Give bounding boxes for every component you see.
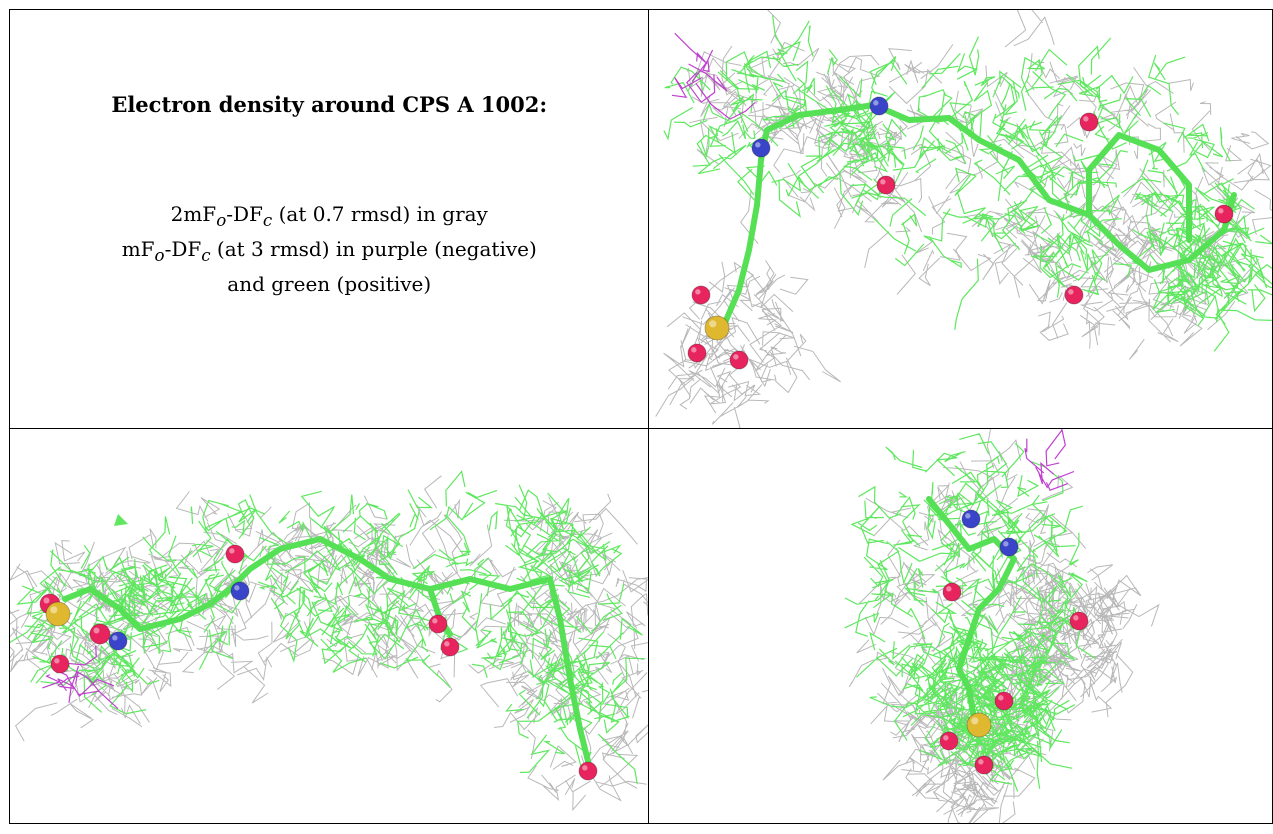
- oxygen-atom: [440, 637, 460, 657]
- oxygen-atom: [1079, 112, 1099, 132]
- oxygen-atom: [578, 761, 598, 781]
- purple-density-mesh: [1024, 429, 1075, 491]
- nitrogen-atom-highlight: [112, 635, 118, 641]
- sulfur-atom: [704, 315, 730, 341]
- oxygen-atom-highlight: [444, 641, 450, 647]
- ligand-ring2-bonds: [1086, 132, 1193, 243]
- nitrogen-atom-highlight: [234, 585, 240, 591]
- density-render-2: [10, 470, 648, 812]
- ligand-chain-bonds: [926, 496, 1018, 722]
- oxygen-atom: [691, 285, 711, 305]
- density-view-top-right: [648, 9, 1273, 429]
- nitrogen-atom: [869, 96, 889, 116]
- sulfur-atom-highlight: [709, 320, 717, 328]
- nitrogen-atom-highlight: [1003, 541, 1010, 547]
- oxygen-atom-highlight: [1218, 208, 1225, 214]
- oxygen-atom: [876, 175, 896, 195]
- density-view-bottom-left: [8, 428, 650, 824]
- oxygen-atom-highlight: [43, 597, 50, 604]
- figure-table: Electron density around CPS A 1002: 2mFo…: [8, 9, 1273, 824]
- nitrogen-atom: [108, 631, 128, 651]
- oxygen-atom: [729, 350, 749, 370]
- ligand-chain-bonds: [62, 536, 593, 772]
- legend-line-positive: and green (positive): [227, 272, 432, 296]
- oxygen-atom-highlight: [998, 695, 1005, 701]
- oxygen-atom-highlight: [582, 765, 588, 771]
- oxygen-atom: [428, 614, 448, 634]
- density-view-bottom-right: [648, 428, 1273, 824]
- oxygen-atom: [994, 691, 1014, 711]
- sulfur-atom: [966, 712, 992, 738]
- ligand-ring-bonds: [871, 102, 1238, 273]
- nitrogen-atom: [230, 581, 250, 601]
- nitrogen-atom-highlight: [965, 513, 972, 519]
- oxygen-atom: [939, 731, 959, 751]
- oxygen-atom-highlight: [93, 627, 100, 634]
- purple-density-mesh: [42, 645, 119, 709]
- gray-density-mesh: [655, 10, 1272, 428]
- nitrogen-atom: [751, 138, 771, 158]
- legend: Electron density around CPS A 1002: 2mFo…: [11, 11, 648, 428]
- purple-density-mesh: [672, 32, 757, 120]
- sulfur-atom-highlight: [971, 717, 979, 725]
- oxygen-atom-highlight: [229, 548, 235, 554]
- nitrogen-atom-highlight: [755, 142, 762, 148]
- density-render-3: [844, 429, 1161, 823]
- oxygen-atom-highlight: [695, 289, 702, 295]
- density-render-1: [655, 10, 1272, 428]
- oxygen-atom: [942, 582, 962, 602]
- oxygen-atom-highlight: [54, 658, 60, 664]
- nitrogen-atom-highlight: [873, 100, 880, 106]
- oxygen-atom-highlight: [691, 347, 698, 353]
- nitrogen-atom: [961, 509, 981, 529]
- oxygen-atom-highlight: [1073, 615, 1080, 621]
- oxygen-atom-highlight: [1068, 289, 1075, 295]
- nitrogen-atom: [999, 537, 1019, 557]
- sulfur-atom: [45, 601, 71, 627]
- oxygen-atom: [1069, 611, 1089, 631]
- sulfur-atom-highlight: [50, 606, 58, 614]
- oxygen-atom-highlight: [978, 759, 985, 765]
- oxygen-atom: [687, 343, 707, 363]
- legend-title: Electron density around CPS A 1002:: [111, 92, 548, 117]
- oxygen-atom: [1064, 285, 1084, 305]
- green-density-mesh: [10, 470, 646, 785]
- legend-line-2mfo: 2mFo-DFc (at 0.7 rmsd) in gray: [170, 202, 488, 230]
- oxygen-atom-highlight: [432, 618, 438, 624]
- oxygen-atom-highlight: [943, 735, 950, 741]
- oxygen-atom: [1214, 204, 1234, 224]
- ligand-chain-bonds: [721, 102, 878, 328]
- green-density-fragment: [114, 514, 128, 526]
- legend-cell: Electron density around CPS A 1002: 2mFo…: [8, 9, 650, 429]
- legend-line-mfo: mFo-DFc (at 3 rmsd) in purple (negative): [121, 237, 537, 265]
- oxygen-atom: [974, 755, 994, 775]
- oxygen-atom-highlight: [733, 354, 740, 360]
- oxygen-atom: [89, 623, 111, 645]
- oxygen-atom-highlight: [946, 586, 953, 592]
- oxygen-atom-highlight: [880, 179, 887, 185]
- oxygen-atom-highlight: [1083, 116, 1090, 122]
- oxygen-atom: [225, 544, 245, 564]
- oxygen-atom: [50, 654, 70, 674]
